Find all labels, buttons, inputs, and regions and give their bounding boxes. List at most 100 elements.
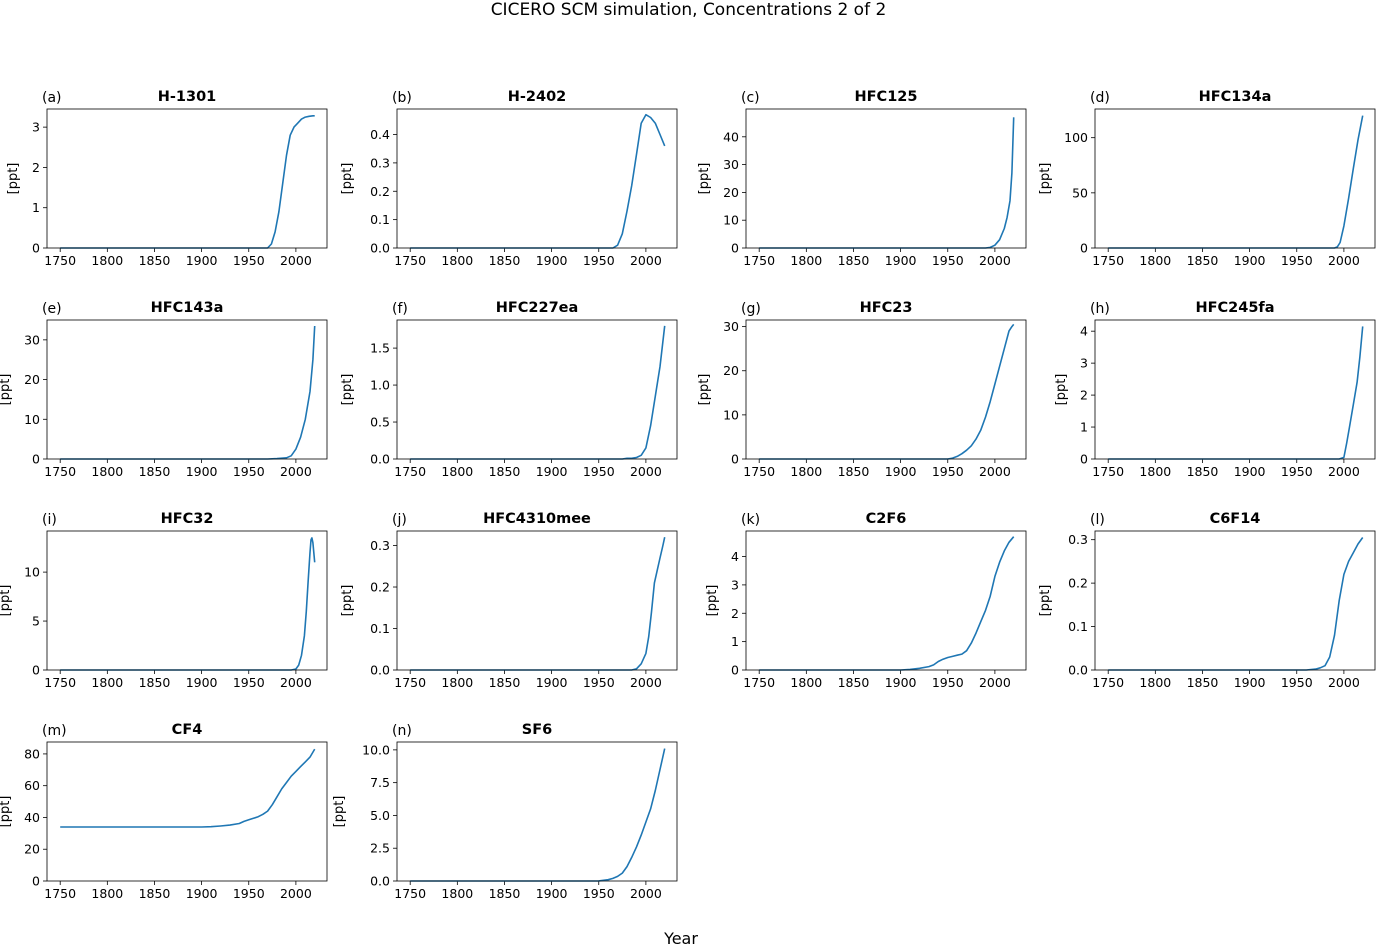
y-tick-label: 0.1 xyxy=(370,621,390,636)
x-tick-label: 1950 xyxy=(583,886,615,901)
y-tick-label: 100 xyxy=(1064,130,1088,145)
subplot-hfc143a: 1750 1800 1850 1900 1950 2000 0 10 20 30(e) HFC143… xyxy=(0,300,328,479)
y-tick-label: 40 xyxy=(24,810,40,825)
axes-frame xyxy=(396,319,678,460)
series-line xyxy=(60,748,316,828)
x-tick-label: 1900 xyxy=(536,464,568,479)
y-tick-label: 3 xyxy=(1080,356,1088,371)
x-tick-label: 1900 xyxy=(536,675,568,690)
subplot-h-1301: 1750 1800 1850 1900 1950 2000 0 1 2 3(a) H-1301 [pp… xyxy=(6,89,328,268)
y-axis-label: [ppt] xyxy=(1054,374,1069,406)
subplot-title: HFC125 xyxy=(855,89,918,105)
subplot-title: HFC245fa xyxy=(1195,300,1274,316)
figure-x-axis-label: Year xyxy=(664,929,698,948)
subplot-hfc134a: 1750 1800 1850 1900 1950 2000 0 50 100 (d) HFC134a… xyxy=(1038,89,1376,268)
y-tick-label: 0.5 xyxy=(370,415,390,430)
y-axis-label: [ppt] xyxy=(705,585,720,617)
series-line xyxy=(1108,115,1364,249)
series-line xyxy=(759,117,1015,249)
y-tick-label: 20 xyxy=(723,185,739,200)
x-tick-label: 1850 xyxy=(489,675,521,690)
x-tick-label: 1950 xyxy=(1281,464,1313,479)
x-tick-label: 1900 xyxy=(186,675,218,690)
x-tick-label: 2000 xyxy=(979,675,1011,690)
axes-frame xyxy=(46,108,328,249)
y-tick-label: 1 xyxy=(32,200,40,215)
panel-label: (j) xyxy=(392,512,407,528)
x-tick-label: 1850 xyxy=(1187,675,1219,690)
x-tick-label: 1750 xyxy=(1092,675,1124,690)
x-tick-label: 1800 xyxy=(91,464,123,479)
x-tick-label: 1950 xyxy=(233,464,265,479)
x-tick-label: 2000 xyxy=(280,886,312,901)
x-tick-label: 2000 xyxy=(280,464,312,479)
panel-label: (d) xyxy=(1090,90,1110,106)
x-tick-label: 1750 xyxy=(743,253,775,268)
y-tick-label: 0 xyxy=(1080,241,1088,256)
x-tick-label: 1900 xyxy=(885,675,917,690)
y-tick-label: 0 xyxy=(32,874,40,889)
x-tick-label: 1850 xyxy=(838,464,870,479)
subplot-title: HFC23 xyxy=(860,300,913,316)
x-tick-label: 1850 xyxy=(139,675,171,690)
x-tick-label: 1950 xyxy=(233,253,265,268)
axes-frame xyxy=(46,741,328,882)
y-axis-label: [ppt] xyxy=(0,796,13,828)
x-tick-label: 1800 xyxy=(1139,253,1171,268)
y-tick-label: 4 xyxy=(731,549,739,564)
y-tick-label: 20 xyxy=(24,842,40,857)
x-tick-label: 1800 xyxy=(1139,464,1171,479)
subplot-sf6: 1750 1800 1850 1900 1950 2000 0.0 2.5 5.0 7.5 10.0… xyxy=(332,722,678,901)
subplot-hfc125: 1750 1800 1850 1900 1950 2000 0 10 20 30 40 (c) HFC1… xyxy=(697,89,1027,268)
y-axis-label: [ppt] xyxy=(697,163,712,195)
y-tick-label: 10 xyxy=(723,407,739,422)
x-tick-label: 1800 xyxy=(441,464,473,479)
y-tick-label: 1.5 xyxy=(370,341,390,356)
y-tick-label: 4 xyxy=(1080,324,1088,339)
panel-label: (h) xyxy=(1090,301,1110,317)
y-tick-label: 7.5 xyxy=(370,775,390,790)
y-tick-label: 80 xyxy=(24,746,40,761)
subplot-h-2402: 1750 1800 1850 1900 1950 2000 0.0 0.1 0.2 0.3 0.4 (… xyxy=(340,89,678,268)
x-tick-label: 1900 xyxy=(1234,253,1266,268)
panel-label: (c) xyxy=(741,90,760,106)
y-tick-label: 30 xyxy=(24,332,40,347)
axes-frame xyxy=(1094,530,1376,671)
x-tick-label: 1850 xyxy=(489,253,521,268)
y-tick-label: 0 xyxy=(32,663,40,678)
panel-label: (b) xyxy=(392,90,412,106)
y-tick-label: 0 xyxy=(731,452,739,467)
axes-frame xyxy=(46,319,328,460)
subplot-hfc23: 1750 1800 1850 1900 1950 2000 0 10 20 30(g) HFC23 [… xyxy=(697,300,1027,479)
y-tick-label: 0.0 xyxy=(370,874,390,889)
x-tick-label: 2000 xyxy=(1328,253,1360,268)
series-line xyxy=(60,115,315,249)
y-tick-label: 10.0 xyxy=(362,742,390,757)
x-tick-label: 1850 xyxy=(489,464,521,479)
x-tick-label: 1750 xyxy=(44,253,76,268)
x-tick-label: 1850 xyxy=(139,253,171,268)
x-tick-label: 1950 xyxy=(1281,675,1313,690)
x-tick-label: 1950 xyxy=(233,675,265,690)
x-tick-label: 1850 xyxy=(838,253,870,268)
subplot-c6f14: 1750 1800 1850 1900 1950 2000 0.0 0.1 0.2 0.3(l) C… xyxy=(1038,511,1376,690)
y-tick-label: 40 xyxy=(723,129,739,144)
x-tick-label: 1750 xyxy=(44,675,76,690)
panel-label: (g) xyxy=(741,301,761,317)
y-tick-label: 1 xyxy=(1080,420,1088,435)
x-tick-label: 1800 xyxy=(790,464,822,479)
x-tick-label: 1950 xyxy=(583,253,615,268)
x-tick-label: 1900 xyxy=(1234,675,1266,690)
y-tick-label: 0.0 xyxy=(370,241,390,256)
y-tick-label: 1 xyxy=(731,634,739,649)
subplot-hfc227ea: 1750 1800 1850 1900 1950 2000 0.0 0.5 1.0 1.5 (f) H… xyxy=(340,300,678,479)
y-axis-label: [ppt] xyxy=(332,796,347,828)
x-tick-label: 1750 xyxy=(1092,253,1124,268)
x-tick-label: 1900 xyxy=(1234,464,1266,479)
x-tick-label: 1800 xyxy=(441,253,473,268)
y-tick-label: 0.4 xyxy=(370,127,390,142)
x-tick-label: 2000 xyxy=(979,464,1011,479)
x-tick-label: 1800 xyxy=(441,886,473,901)
panel-label: (i) xyxy=(42,512,57,528)
x-tick-label: 1750 xyxy=(394,253,426,268)
